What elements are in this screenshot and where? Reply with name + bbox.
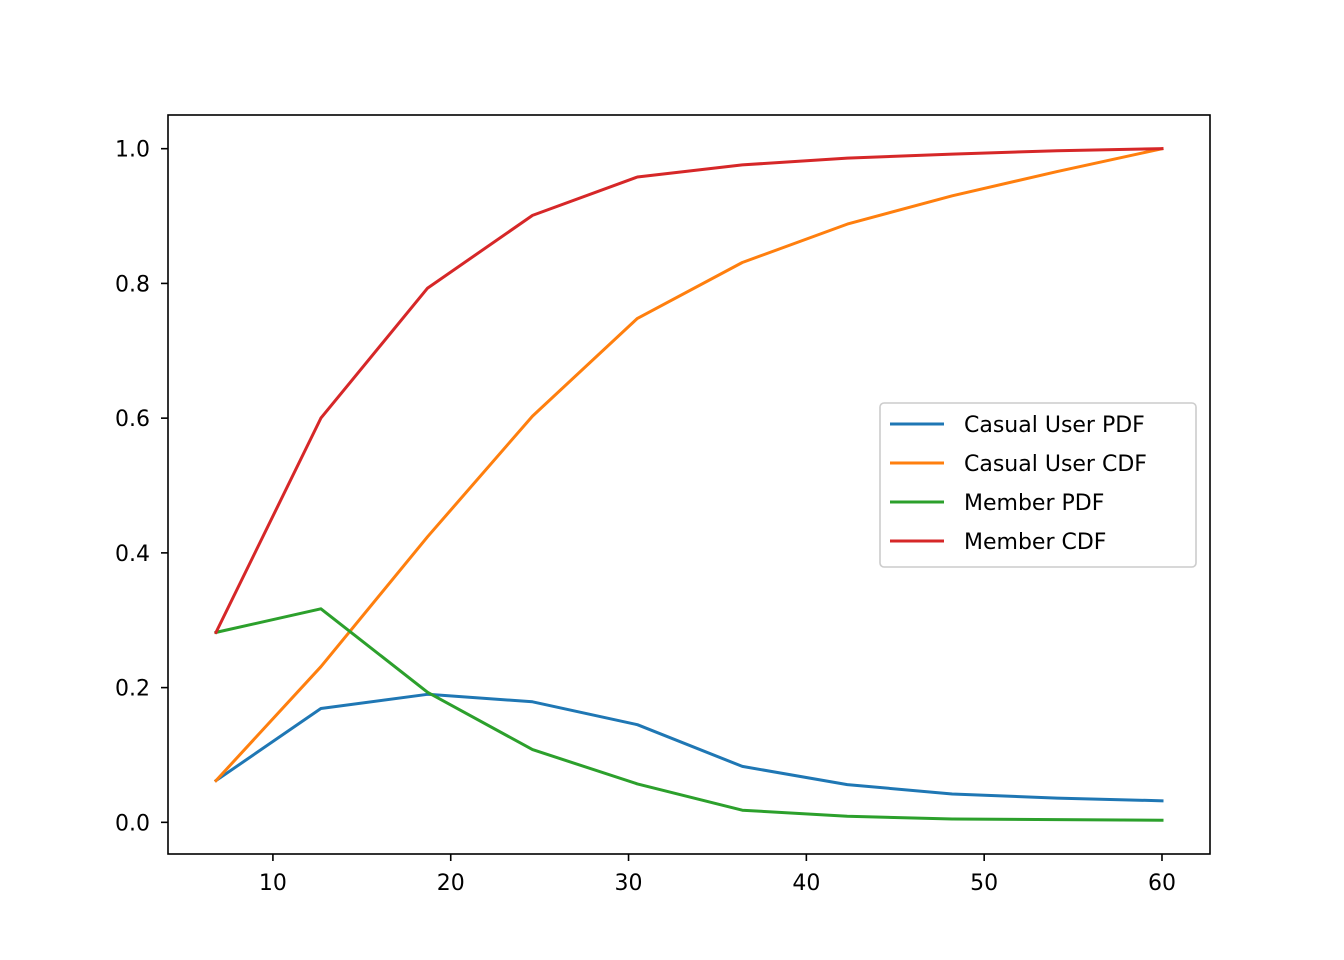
x-tick-label: 50 (970, 871, 998, 896)
legend-label-member-cdf: Member CDF (964, 530, 1106, 555)
legend: Casual User PDF Casual User CDF Member PDF… (879, 402, 1197, 568)
legend-box (879, 402, 1197, 568)
y-tick-label: 0.2 (115, 677, 150, 702)
plot-frame (167, 114, 1211, 855)
legend-label-casual-user-pdf: Casual User PDF (964, 413, 1145, 438)
x-tick-label: 40 (792, 871, 820, 896)
x-tick-label: 60 (1148, 871, 1176, 896)
y-tick-label: 0.6 (115, 407, 150, 432)
x-tick-label: 10 (259, 871, 287, 896)
series-line-member-pdf (214, 607, 1164, 822)
y-tick-label: 0.8 (115, 272, 150, 297)
series-line-casual-user-cdf (213, 146, 1164, 783)
y-tick-label: 0.0 (115, 811, 150, 836)
series-line-member-cdf (213, 147, 1164, 635)
series-layer (213, 146, 1164, 822)
series-line-casual-user-pdf (213, 692, 1164, 803)
x-axis: 10 20 30 40 50 60 (259, 854, 1176, 896)
y-tick-label: 1.0 (115, 138, 150, 163)
x-tick-label: 30 (615, 871, 643, 896)
legend-label-casual-user-cdf: Casual User CDF (964, 452, 1147, 477)
y-tick-label: 0.4 (115, 542, 150, 567)
x-tick-label: 20 (437, 871, 465, 896)
legend-label-member-pdf: Member PDF (964, 491, 1104, 516)
y-axis: 0.0 0.2 0.4 0.6 0.8 1.0 (115, 138, 168, 836)
